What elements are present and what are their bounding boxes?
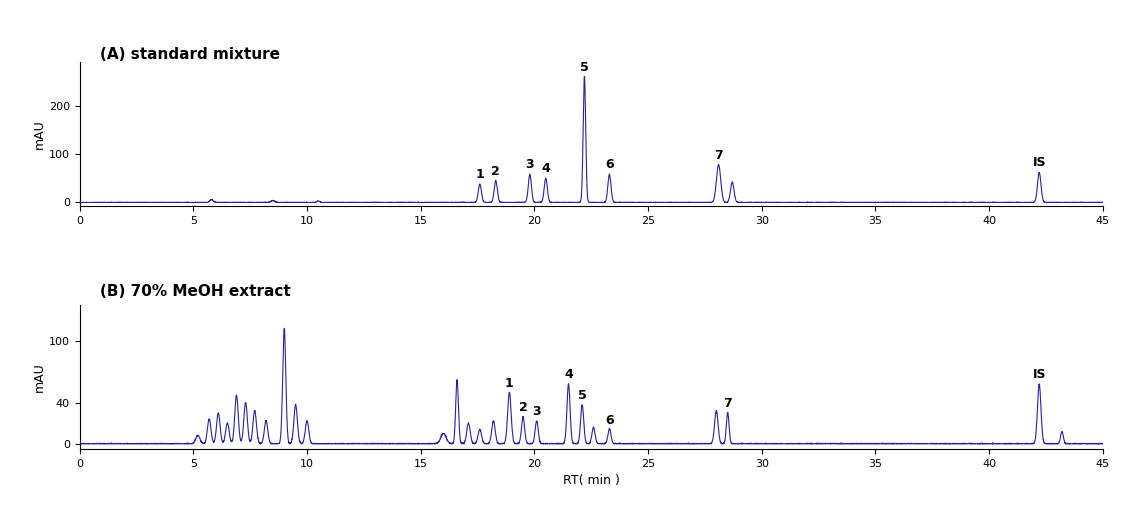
Text: 7: 7	[723, 397, 732, 410]
Text: 5: 5	[580, 60, 589, 74]
Y-axis label: mAU: mAU	[33, 362, 47, 392]
Text: 6: 6	[605, 414, 614, 427]
Text: IS: IS	[1032, 368, 1046, 381]
X-axis label: RT( min ): RT( min )	[563, 474, 620, 487]
Text: 4: 4	[541, 163, 550, 175]
Text: 3: 3	[532, 406, 541, 418]
Text: 6: 6	[605, 158, 614, 171]
Text: 1: 1	[505, 377, 514, 390]
Text: 3: 3	[525, 158, 534, 171]
Text: 5: 5	[578, 389, 587, 402]
Y-axis label: mAU: mAU	[33, 119, 45, 149]
Text: 7: 7	[714, 149, 723, 162]
Text: 4: 4	[564, 368, 573, 381]
Text: IS: IS	[1032, 156, 1046, 169]
Text: 2: 2	[518, 401, 528, 414]
Text: 1: 1	[475, 168, 484, 181]
Text: (A) standard mixture: (A) standard mixture	[100, 47, 280, 62]
Text: 2: 2	[491, 165, 500, 178]
Text: (B) 70% MeOH extract: (B) 70% MeOH extract	[100, 284, 291, 299]
